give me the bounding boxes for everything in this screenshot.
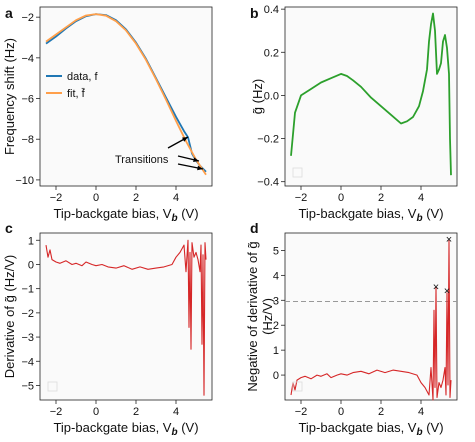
legend-label: data, f	[67, 71, 99, 83]
y-tick-label: 0.0	[264, 90, 279, 102]
y-axis-label: Negative of derivative of g̃	[245, 241, 260, 391]
legend-box	[292, 381, 303, 392]
transition-arrowhead	[182, 137, 188, 142]
panel-b: b −2 0 2 4 0.4 0.2 0.0 −0.2 −0.4 Tip-backgate bias…	[250, 4, 458, 224]
x-tick-label: −2	[295, 406, 308, 418]
x-tick-label: 0	[93, 192, 99, 204]
x-axis-label: Tip-backgate bias, Vb (V)	[53, 420, 198, 438]
y-tick-label: −4	[21, 53, 34, 65]
x-tick-label: 2	[378, 406, 384, 418]
y-axis-label: Derivative of g̃ (Hz/V)	[2, 255, 17, 379]
y-tick-label: 2	[273, 320, 279, 332]
panel-letter: b	[250, 5, 259, 21]
y-tick-label: 1	[28, 235, 34, 247]
x-tick-label: −2	[295, 192, 308, 204]
panel-letter: c	[5, 220, 13, 236]
x-tick-label: 4	[418, 192, 424, 204]
series-line-1	[290, 239, 452, 401]
y-axis-label: g̃ (Hz)	[250, 79, 265, 114]
y-axis-label: Frequency shift (Hz)	[2, 38, 17, 155]
plot-frame	[39, 6, 213, 187]
legend-box	[47, 381, 58, 392]
y-tick-label: 0.4	[264, 4, 279, 16]
marker-x: ×	[433, 282, 439, 294]
y-tick-label: 0	[28, 259, 34, 271]
y-tick-label: −2	[21, 308, 34, 320]
y-tick-label: 0	[273, 370, 279, 382]
legend-label: fit, f̄	[67, 87, 86, 100]
y-tick-label: −8	[21, 134, 34, 146]
y-tick-label: 4	[273, 270, 279, 282]
marker-x: ×	[444, 285, 450, 297]
x-tick-label: 0	[338, 192, 344, 204]
x-axis-label: Tip-backgate bias, Vb (V)	[53, 206, 198, 224]
panel-d: d −2 0 2 4 0 1 2 3 4 5 Tip-backgate bias, Vb (V) Neg…	[245, 220, 458, 438]
x-tick-label: 0	[93, 406, 99, 418]
y-tick-label: −3	[21, 332, 34, 344]
marker-x: ×	[446, 234, 452, 246]
transition-arrowhead	[193, 157, 199, 162]
series-line-1	[290, 12, 452, 176]
panel-a: a −2 0 2 4 −2 −4 −6 −8 −10 Tip-backgate bias, Vb (…	[2, 5, 213, 224]
y-tick-label: 3	[273, 295, 279, 307]
y-tick-label: 5	[273, 245, 279, 257]
y-tick-label: −1	[21, 284, 34, 296]
plot-frame	[39, 232, 213, 401]
x-tick-label: 2	[133, 406, 139, 418]
legend-box	[292, 167, 303, 178]
y-tick-label: −0.2	[257, 134, 279, 146]
x-tick-label: −2	[50, 192, 63, 204]
panel-letter: d	[250, 220, 259, 236]
plot-frame	[284, 232, 458, 401]
y-tick-label: −0.4	[257, 177, 279, 189]
x-tick-label: 4	[418, 406, 424, 418]
x-tick-label: −2	[50, 406, 63, 418]
y-tick-label: 0.2	[264, 47, 279, 59]
y-tick-label: −5	[21, 380, 34, 392]
series-line-2	[45, 13, 207, 176]
x-tick-label: 2	[378, 192, 384, 204]
x-tick-label: 0	[338, 406, 344, 418]
y-axis-label: (Hz/V)	[260, 298, 275, 335]
x-axis-label: Tip-backgate bias, Vb (V)	[298, 206, 443, 224]
series-line-1	[45, 239, 207, 396]
x-tick-label: 2	[133, 192, 139, 204]
x-tick-label: 4	[173, 192, 179, 204]
x-tick-label: 4	[173, 406, 179, 418]
panel-letter: a	[5, 5, 13, 21]
y-tick-label: −6	[21, 94, 34, 106]
x-axis-label: Tip-backgate bias, Vb (V)	[298, 420, 443, 438]
y-tick-label: 1	[273, 345, 279, 357]
y-tick-label: −2	[21, 12, 34, 24]
y-tick-label: −4	[21, 356, 34, 368]
transitions-annotation: Transitions	[115, 154, 169, 166]
transition-arrowhead	[197, 165, 203, 171]
y-tick-label: −10	[15, 175, 34, 187]
panel-c: c −2 0 2 4 1 0 −1 −2 −3 −4 −5 Tip-backgate bias, Vb …	[2, 220, 213, 438]
